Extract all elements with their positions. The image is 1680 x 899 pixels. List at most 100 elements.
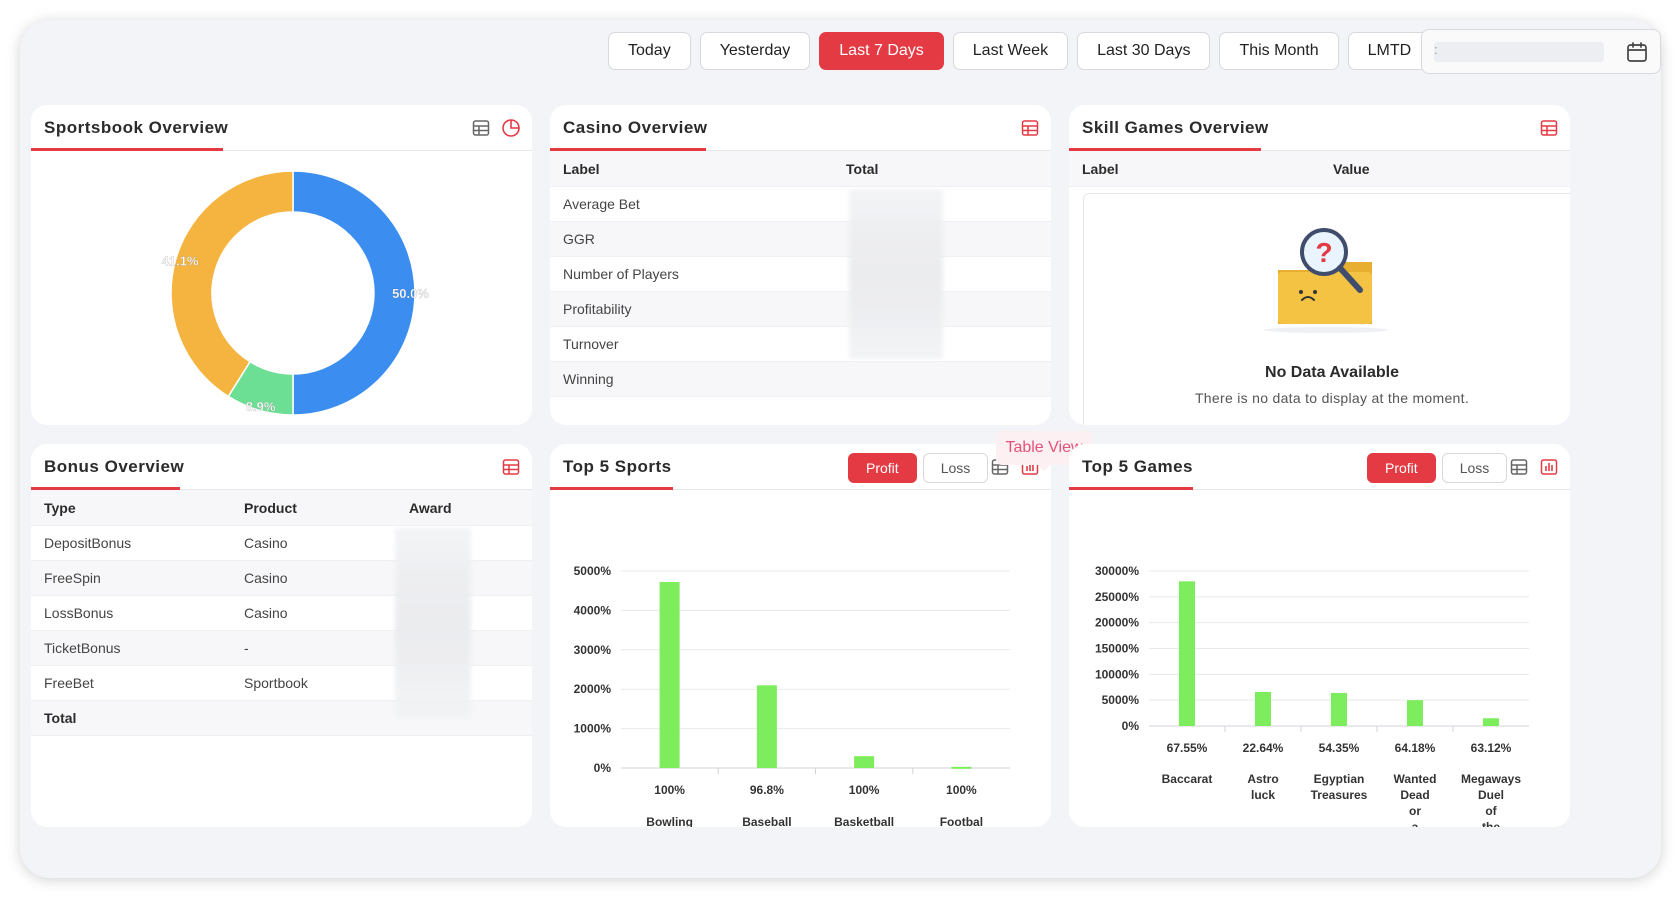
table-row: Profitability [550, 292, 1051, 327]
empty-state-text: There is no data to display at the momen… [1194, 390, 1470, 406]
table-view-icon[interactable] [1508, 456, 1530, 478]
bar-percent-label: 64.18% [1395, 741, 1436, 755]
date-range-input[interactable]: : [1421, 29, 1661, 74]
card-title: Top 5 Games [1082, 457, 1193, 476]
title-underline [1069, 487, 1193, 490]
card-header: Skill Games Overview [1069, 105, 1570, 151]
table-row: LossBonus Casino [31, 596, 532, 631]
column-header: Product [244, 499, 297, 516]
pie-slice[interactable] [292, 170, 416, 416]
bar[interactable] [1407, 700, 1423, 726]
table-row: FreeBet Sportbook [31, 666, 532, 701]
empty-state-title: No Data Available [1265, 364, 1399, 381]
pie-chart-icon[interactable] [500, 117, 522, 139]
bar[interactable] [854, 756, 875, 768]
pie-slice-label: 8.9% [246, 399, 276, 414]
y-tick-label: 25000% [1095, 590, 1139, 604]
date-filter-button[interactable]: Today [608, 32, 691, 70]
date-filter-button[interactable]: Last 7 Days [819, 32, 944, 70]
card-title: Skill Games Overview [1082, 118, 1269, 137]
table-view-icon[interactable] [1538, 117, 1560, 139]
top-sports-card: Top 5 Sports Profit Loss 0% 1000% 2000% 300… [550, 444, 1051, 827]
bar[interactable] [1331, 692, 1347, 726]
bar-percent-label: 100% [654, 783, 685, 797]
table-row: Turnover [550, 327, 1051, 362]
top-sports-bar-chart: 0% 1000% 2000% 3000% 4000% 5000% 100% Bowling 96… [574, 564, 1010, 827]
table-view-icon[interactable] [470, 117, 492, 139]
table-view-icon[interactable] [1019, 117, 1041, 139]
date-filter-button[interactable]: Last Week [952, 32, 1069, 70]
redacted-values [849, 189, 943, 359]
y-tick-label: 0% [594, 761, 612, 775]
date-filter-button[interactable]: This Month [1219, 32, 1339, 70]
y-tick-label: 5000% [1102, 693, 1140, 707]
table-header-row: Type Product Award [31, 490, 532, 526]
x-category-label: luck [1251, 788, 1275, 802]
date-filter-button[interactable]: LMTD [1347, 32, 1432, 70]
card-header: Top 5 Sports Profit Loss [550, 444, 1051, 490]
bonus-overview-card: Bonus Overview Type Product Award DepositBo… [31, 444, 532, 827]
date-filter-button[interactable]: Yesterday [699, 32, 811, 70]
profit-button[interactable]: Profit [1367, 453, 1436, 483]
date-filter-button[interactable]: Last 30 Days [1077, 32, 1211, 70]
bar-percent-label: 22.64% [1243, 741, 1284, 755]
table-header-row: Label Total [550, 151, 1051, 187]
table-view-icon[interactable] [500, 456, 522, 478]
x-category-label: Duel [1478, 788, 1504, 802]
x-category-label: Baccarat [1162, 772, 1213, 786]
bar[interactable] [1255, 691, 1271, 726]
bar[interactable] [756, 685, 777, 768]
bonus-type: TicketBonus [44, 640, 121, 656]
row-label: Average Bet [563, 196, 640, 212]
bar[interactable] [1483, 718, 1499, 726]
y-tick-label: 30000% [1095, 564, 1139, 578]
x-category-label: Megaways [1461, 772, 1521, 786]
loss-button[interactable]: Loss [1441, 453, 1508, 483]
no-data-folder-icon: ? [1264, 228, 1388, 333]
y-tick-label: 5000% [574, 564, 612, 578]
loss-button[interactable]: Loss [922, 453, 989, 483]
table-row: Winning [550, 362, 1051, 397]
x-category-label: Astro [1247, 772, 1278, 786]
card-title: Casino Overview [563, 118, 708, 137]
title-underline [31, 148, 223, 151]
bonus-product: Sportbook [244, 675, 308, 691]
table-row: Average Bet [550, 187, 1051, 222]
bar[interactable] [951, 766, 972, 769]
bar-chart-icon[interactable] [1538, 456, 1560, 478]
x-category-label: Basketball [834, 815, 894, 827]
x-category-label: Baseball [742, 815, 791, 827]
bar-percent-label: 63.12% [1471, 741, 1512, 755]
title-underline [31, 487, 180, 490]
y-tick-label: 10000% [1095, 667, 1139, 681]
bar[interactable] [1179, 581, 1195, 726]
bonus-type: LossBonus [44, 605, 114, 621]
bar-percent-label: 100% [849, 783, 880, 797]
y-tick-label: 0% [1122, 719, 1140, 733]
bonus-type: FreeSpin [44, 570, 101, 586]
x-category-label: Bowling [646, 815, 693, 827]
sportsbook-donut-chart: 50.0% 8.9% 41.1% [161, 170, 430, 416]
calendar-icon[interactable] [1626, 41, 1648, 63]
table-row: DepositBonus Casino [31, 526, 532, 561]
profit-button[interactable]: Profit [848, 453, 917, 483]
top-games-bar-chart: 0% 5000% 10000% 15000% 20000% 25000% 30000% 67.… [1095, 564, 1529, 827]
column-header: Label [563, 160, 600, 177]
redacted-values [395, 528, 471, 718]
bar[interactable] [659, 582, 680, 768]
x-category-label: the [1482, 820, 1500, 827]
x-category-label: of [1485, 804, 1497, 818]
row-label: GGR [563, 231, 595, 247]
skill-games-overview-card: Skill Games Overview Label Value ? No Da… [1069, 105, 1570, 425]
y-tick-label: 4000% [574, 603, 612, 617]
pie-slice-label: 50.0% [392, 286, 429, 301]
x-category-label: or [1409, 804, 1421, 818]
bonus-product: Casino [244, 570, 288, 586]
profit-loss-toggle: Profit Loss [1367, 453, 1513, 483]
pie-slice-label: 41.1% [162, 254, 199, 269]
row-label: Winning [563, 371, 614, 387]
bar-percent-label: 67.55% [1167, 741, 1208, 755]
pie-slice[interactable] [170, 170, 294, 398]
column-header: Value [1333, 160, 1370, 177]
x-category-label: Footbal [940, 815, 983, 827]
